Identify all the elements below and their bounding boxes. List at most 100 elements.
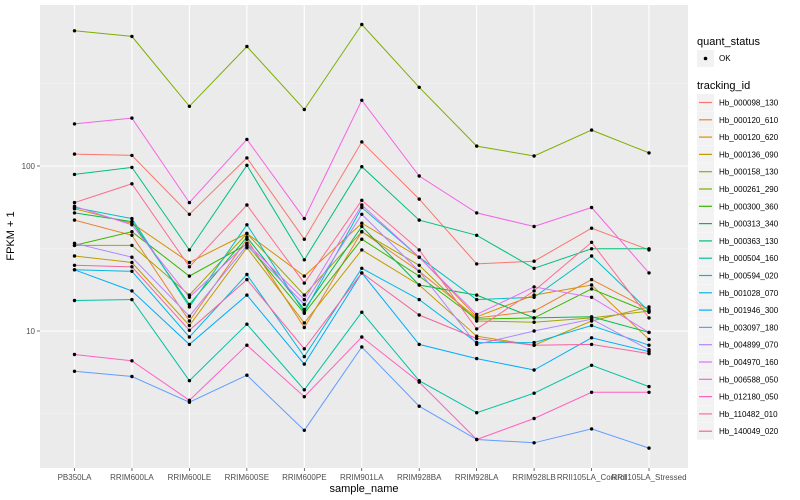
data-point-Hb_110482_010-RRII105LA_Stressed [647,316,651,320]
legend-label: Hb_000313_340 [719,220,779,229]
data-point-Hb_000504_160-RRIM600LA [130,297,134,302]
data-point-Hb_003097_180-RRII105LA_Control [589,427,594,431]
data-point-Hb_003097_180-RRIM600PE [302,428,306,432]
data-point-Hb_000504_160-RRII105LA_Control [589,363,594,367]
data-point-Hb_000313_340-RRIM928LB [532,316,536,320]
data-point-Hb_000363_130-RRIM928BA [417,218,421,222]
data-point-Hb_000136_090-RRIM901LA [360,248,364,252]
data-point-Hb_006588_050-RRIM600PE [302,216,306,221]
data-point-Hb_140049_020-RRIM600SE [245,277,249,282]
data-point-Hb_140049_020-RRIM928LB [532,343,536,347]
data-point-Hb_000363_130-RRIM600LE [187,248,192,252]
data-point-Hb_000261_290-PB350LA [72,29,77,33]
legend-label: Hb_000504_160 [719,254,779,263]
legend-label: Hb_001028_070 [719,289,779,298]
data-point-Hb_000594_020-RRIM600SE [245,223,249,227]
legend-label: Hb_110482_010 [719,410,778,419]
data-point-Hb_006588_050-RRIM600SE [245,137,249,142]
data-point-Hb_110482_010-RRIM928LB [532,289,536,293]
data-point-Hb_004899_070-RRII105LA_Control [589,317,594,321]
data-point-Hb_140049_020-RRIM928BA [417,313,421,317]
data-point-Hb_140049_020-RRIM901LA [360,271,364,275]
legend-label: Hb_000098_130 [719,99,779,108]
x-tick-label: RRIM928LA [455,473,499,482]
legend-label: Hb_000594_020 [719,272,779,281]
data-point-Hb_003097_180-RRIM600SE [245,373,249,377]
data-point-Hb_000120_610-PB350LA [72,218,77,222]
data-point-Hb_004970_160-RRIM600PE [302,297,306,302]
y-axis: 10 100 [22,162,40,336]
data-point-Hb_004899_070-RRIM901LA [360,212,364,216]
data-point-Hb_000261_290-RRIM600LA [130,34,134,39]
data-point-Hb_000098_130-RRIM901LA [360,140,364,144]
data-point-Hb_000363_130-RRIM928LA [475,233,479,237]
data-point-Hb_000098_130-RRIM600LE [187,212,192,216]
data-point-Hb_110482_010-RRIM600SE [245,203,249,207]
data-point-Hb_001028_070-RRIM928BA [417,297,421,302]
data-point-Hb_140049_020-RRIM600LE [187,328,192,332]
data-point-Hb_000158_130-RRIM600PE [302,293,306,297]
data-point-Hb_000594_020-RRIM600PE [302,310,306,314]
data-point-Hb_001028_070-RRIM928LB [532,340,536,345]
data-point-Hb_001028_070-RRII105LA_Stressed [647,343,651,347]
data-point-Hb_006588_050-RRIM928LA [475,211,479,215]
data-point-Hb_000504_160-RRIM928LB [532,391,536,395]
data-point-Hb_001946_300-RRIM928LB [532,368,536,372]
data-point-Hb_001946_300-RRIM600LE [187,342,192,347]
data-point-Hb_000098_130-RRIM600LA [130,153,134,158]
data-point-Hb_000136_090-PB350LA [72,254,77,258]
data-point-Hb_000300_360-RRIM901LA [360,237,364,241]
data-point-Hb_110482_010-PB350LA [72,200,77,205]
data-point-Hb_000363_130-PB350LA [72,172,77,177]
x-tick-label: RRIM600LA [110,473,154,482]
data-point-Hb_003097_180-RRIM928LB [532,441,536,445]
y-tick-label: 10 [26,327,35,336]
data-point-Hb_000594_020-RRIM928LA [475,297,479,302]
data-point-Hb_001028_070-RRIM600PE [302,354,306,359]
legend-label: Hb_004970_160 [719,358,779,367]
data-point-Hb_012180_050-RRIM928LB [532,416,536,421]
data-point-Hb_000504_160-PB350LA [72,298,77,303]
data-point-Hb_140049_020-PB350LA [72,263,77,267]
data-point-Hb_000158_130-RRIM928BA [417,263,421,267]
data-point-Hb_000136_090-RRIM600LE [187,323,192,328]
x-axis: PB350LA RRIM600LA RRIM600LE RRIM600SE RRIM60… [58,468,687,482]
data-point-Hb_000504_160-RRIM600SE [245,322,249,326]
x-tick-label: PB350LA [58,473,92,482]
data-point-Hb_000594_020-RRIM928LB [532,295,536,299]
data-point-Hb_000300_360-RRIM928BA [417,274,421,278]
data-point-Hb_000363_130-RRII105LA_Control [589,247,594,251]
data-point-Hb_003097_180-RRIM901LA [360,345,364,349]
data-point-Hb_000313_340-PB350LA [72,211,77,215]
data-point-Hb_000594_020-RRIM600LE [187,305,192,309]
x-tick-label: RRIM928LB [512,473,556,482]
data-point-Hb_000504_160-RRIM901LA [360,310,364,314]
legend-label: Hb_003097_180 [719,323,779,332]
data-point-Hb_110482_010-RRII105LA_Control [589,240,594,244]
data-point-Hb_001946_300-RRII105LA_Control [589,336,594,340]
data-point-Hb_004970_160-RRIM901LA [360,203,364,207]
data-point-Hb_004899_070-RRIM928BA [417,269,421,273]
data-point-Hb_004970_160-RRII105LA_Stressed [647,330,651,335]
data-point-Hb_000158_130-RRIM928LB [532,320,536,324]
data-point-Hb_000363_130-RRII105LA_Stressed [647,247,651,251]
data-point-Hb_000098_130-RRIM928LB [532,259,536,263]
data-point-Hb_012180_050-RRIM600SE [245,343,249,347]
legend-label: Hb_000120_620 [719,133,779,142]
legend-label: Hb_004899_070 [719,341,779,350]
data-point-Hb_000594_020-RRII105LA_Control [589,254,594,258]
data-point-Hb_000261_290-RRIM600SE [245,44,249,49]
data-point-Hb_006588_050-RRIM928BA [417,174,421,178]
data-point-Hb_012180_050-PB350LA [72,352,77,357]
data-point-Hb_000120_620-RRIM600LE [187,260,192,265]
data-point-Hb_000261_290-RRIM928LB [532,154,536,158]
data-point-Hb_000313_340-RRIM600LE [187,302,192,307]
data-point-Hb_006588_050-PB350LA [72,122,77,126]
data-point-Hb_001028_070-RRII105LA_Control [589,323,594,328]
data-point-Hb_012180_050-RRIM600PE [302,395,306,399]
data-point-Hb_004970_160-RRIM928LA [475,312,479,317]
data-point-Hb_140049_020-RRIM600LA [130,265,134,269]
legend-label: Hb_000120_610 [719,116,779,125]
legend-label: Hb_001946_300 [719,306,779,315]
legend-label: Hb_000300_360 [719,202,779,211]
